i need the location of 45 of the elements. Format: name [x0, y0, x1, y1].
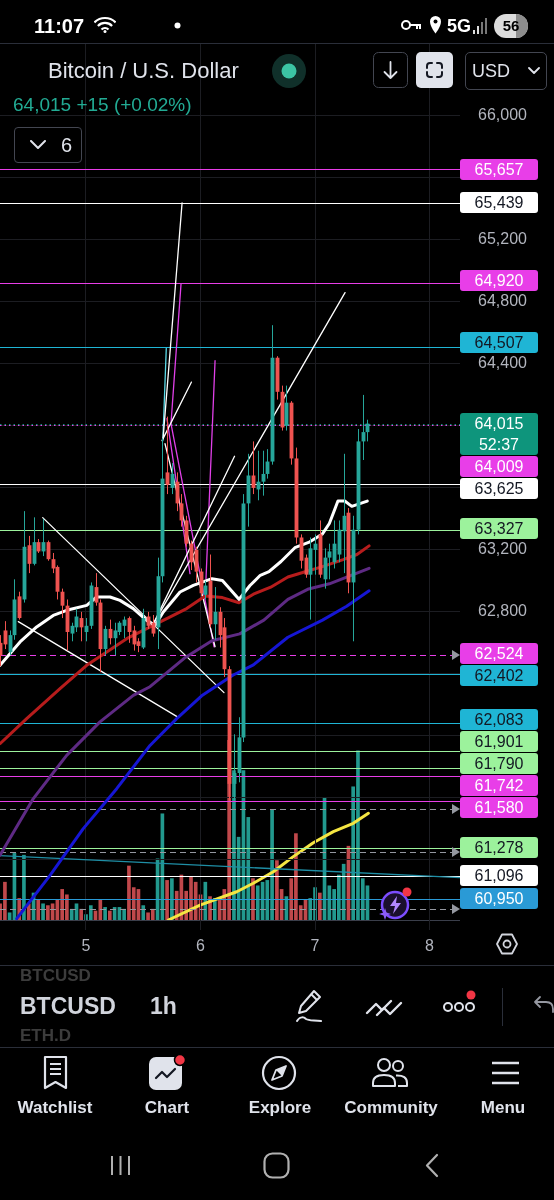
- y-tick-label: 63,200: [478, 540, 528, 558]
- ref-line-label: 61,742: [460, 775, 538, 796]
- ref-line-label: 61,790: [460, 753, 538, 774]
- annotation: 6: [61, 133, 73, 157]
- text: BTCUSD: [20, 966, 91, 986]
- y-tick-label: 62,800: [478, 602, 528, 620]
- text: 64,015 +15 (+0.02%): [13, 94, 192, 116]
- ref-line-label: 64,015: [473, 414, 525, 433]
- ref-line-label: 64,009: [460, 456, 538, 477]
- text: Community: [344, 1098, 438, 1118]
- y-tick-label: 66,000: [478, 106, 528, 124]
- text: 56: [502, 17, 520, 35]
- y-tick-label: 64,800: [478, 292, 528, 310]
- text: Watchlist: [17, 1098, 93, 1118]
- x-tick-label: 7: [310, 937, 320, 955]
- text: 1h: [150, 992, 177, 1020]
- ref-line-label: 62,402: [460, 665, 538, 686]
- text: BTCUSD: [20, 992, 116, 1020]
- x-tick-label: 8: [425, 937, 435, 955]
- text: ETH.D: [20, 1026, 71, 1046]
- ref-line-label: 61,096: [460, 865, 538, 886]
- text: Chart: [144, 1098, 190, 1118]
- ref-line-label: 65,657: [460, 159, 538, 180]
- ref-line-label: 60,950: [460, 888, 538, 909]
- text: Bitcoin / U.S. Dollar: [48, 58, 239, 84]
- text: Menu: [480, 1098, 526, 1118]
- text: 11:07: [34, 14, 85, 38]
- text: Explore: [248, 1098, 312, 1118]
- x-tick-label: 5: [81, 937, 91, 955]
- ref-line-label: 61,278: [460, 837, 538, 858]
- ref-line-label: 63,327: [460, 518, 538, 539]
- ref-line-label: 64,507: [460, 332, 538, 353]
- ref-line-label: 64,920: [460, 270, 538, 291]
- ref-line-label: 62,083: [460, 709, 538, 730]
- y-tick-label: 65,200: [478, 230, 528, 248]
- ref-line-label: 63,625: [460, 478, 538, 499]
- text: USD: [472, 60, 511, 82]
- ref-line-label: 61,580: [460, 797, 538, 818]
- x-tick-label: 6: [196, 937, 206, 955]
- ref-line-label: 62,524: [460, 643, 538, 664]
- y-tick-label: 64,400: [478, 354, 528, 372]
- ref-line-label: 61,901: [460, 731, 538, 752]
- text: 5G: [447, 15, 472, 37]
- text: 52:37: [477, 435, 520, 454]
- ref-line-label: 65,439: [460, 192, 538, 213]
